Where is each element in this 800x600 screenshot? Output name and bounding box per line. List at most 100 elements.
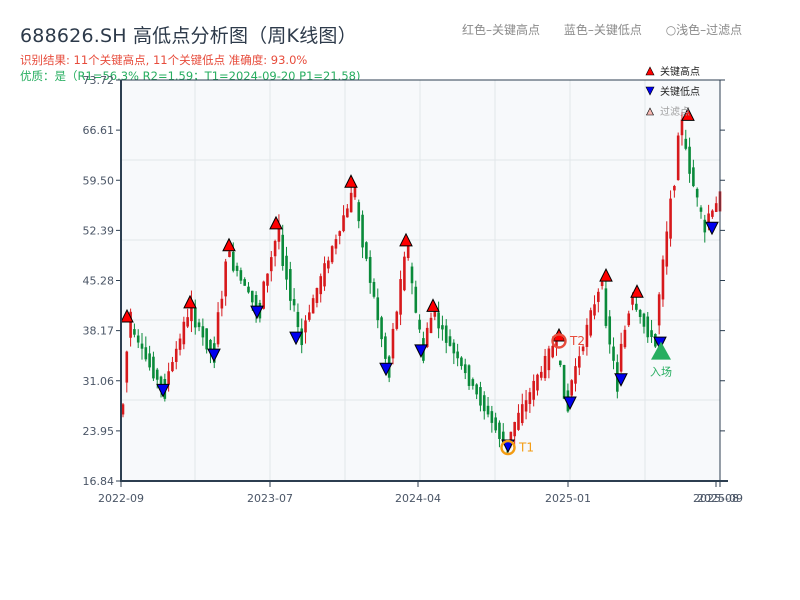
candle-body: [289, 269, 292, 301]
candle-body: [619, 343, 623, 372]
candle-body: [308, 312, 311, 320]
candle-body: [395, 311, 399, 329]
candle-body: [152, 356, 155, 379]
key-low-marker: [289, 331, 303, 346]
candle-body: [277, 224, 281, 242]
candle-body: [433, 310, 437, 317]
candle-body: [399, 279, 402, 315]
key-low-marker: [250, 305, 264, 320]
legend-label: 关键高点: [660, 65, 700, 78]
axes: 16.84 23.95 31.06 38.17 45.28 52.39 59.50 66.61…: [83, 74, 743, 505]
candle-body: [193, 308, 197, 328]
candle-body: [608, 316, 612, 345]
candle-body: [509, 431, 513, 442]
candle-body: [657, 294, 661, 326]
candle-body: [292, 299, 296, 306]
candle-body: [182, 321, 186, 345]
candle-body: [460, 357, 463, 367]
candle-body: [418, 319, 421, 330]
candle-body: [600, 281, 604, 287]
candle-body: [539, 371, 543, 378]
candle-body: [235, 265, 239, 271]
candle-body: [669, 198, 672, 239]
candle-body: [680, 119, 684, 136]
candle-body: [578, 356, 581, 368]
candle-body: [190, 300, 193, 322]
candle-body: [384, 336, 387, 359]
candle-body: [661, 259, 665, 300]
candle-body: [425, 327, 429, 348]
candle-body: [536, 374, 539, 391]
candle-body: [665, 231, 669, 267]
candle-body: [429, 317, 433, 334]
candle-body: [543, 355, 547, 379]
color-legend-high: 红色–关键高点: [462, 23, 541, 37]
entry-label: 入场: [650, 365, 672, 379]
candle-body: [692, 167, 695, 187]
y-tick-label: 16.84: [83, 475, 115, 488]
candle-body: [707, 213, 710, 227]
candle-body: [262, 281, 265, 309]
key-high-marker: [269, 215, 283, 230]
candle-body: [638, 309, 642, 318]
candle-body: [490, 411, 494, 423]
candle-body: [269, 257, 273, 272]
legend-high-icon: [645, 66, 655, 76]
candle-body: [494, 417, 497, 431]
candle-body: [646, 316, 650, 338]
key-low-marker: [563, 396, 577, 411]
candle-body: [475, 384, 478, 395]
y-tick-label: 23.95: [83, 425, 115, 438]
annotations: T1 T2 入场: [500, 333, 672, 456]
candle-body: [486, 405, 490, 415]
candle-body: [201, 326, 205, 338]
candle-body: [129, 311, 132, 338]
candle-body: [623, 329, 627, 348]
y-tick-label: 66.61: [83, 124, 115, 137]
candle-body: [346, 208, 349, 218]
key-high-marker: [681, 107, 695, 121]
candle-body: [528, 392, 532, 405]
key-high-marker: [599, 267, 613, 282]
candle-body: [167, 371, 170, 385]
candle-body: [452, 342, 456, 354]
candle-body: [254, 294, 258, 313]
candle-body: [570, 380, 574, 396]
key-high-marker: [426, 298, 440, 312]
key-point-markers: [120, 107, 719, 454]
candle-body: [224, 261, 227, 297]
candle-body: [266, 273, 269, 286]
candle-body: [159, 376, 163, 388]
key-high-marker: [222, 237, 236, 252]
x-tick-label: 2025-09: [697, 492, 743, 505]
key-high-marker: [399, 232, 413, 247]
candle-body: [368, 256, 372, 283]
candle-body: [372, 281, 376, 297]
candle-body: [136, 335, 140, 343]
annotation-t2-circle: [551, 333, 567, 349]
candle-body: [695, 188, 699, 198]
candle-body: [403, 256, 406, 291]
candle-body: [300, 328, 304, 346]
candle-body: [296, 311, 300, 328]
candle-body: [365, 242, 368, 259]
candle-body: [441, 325, 444, 330]
legend-label: 关键低点: [660, 85, 700, 98]
candle-body: [228, 251, 231, 258]
candle-body: [703, 219, 707, 233]
candle-body: [148, 353, 151, 368]
annotation-t1-label: T1: [518, 441, 534, 455]
candle-body: [315, 287, 319, 303]
candle-body: [532, 380, 535, 400]
candle-body: [281, 234, 285, 266]
chart-title: 688626.SH 高低点分析图（周K线图）: [20, 25, 357, 47]
candle-body: [517, 412, 520, 430]
candle-body: [448, 336, 452, 346]
candle-body: [574, 366, 577, 384]
candle-body: [220, 298, 224, 309]
candle-body: [285, 255, 288, 280]
key-high-marker: [344, 174, 358, 188]
candle-body: [699, 207, 703, 212]
candle-body: [562, 364, 566, 399]
